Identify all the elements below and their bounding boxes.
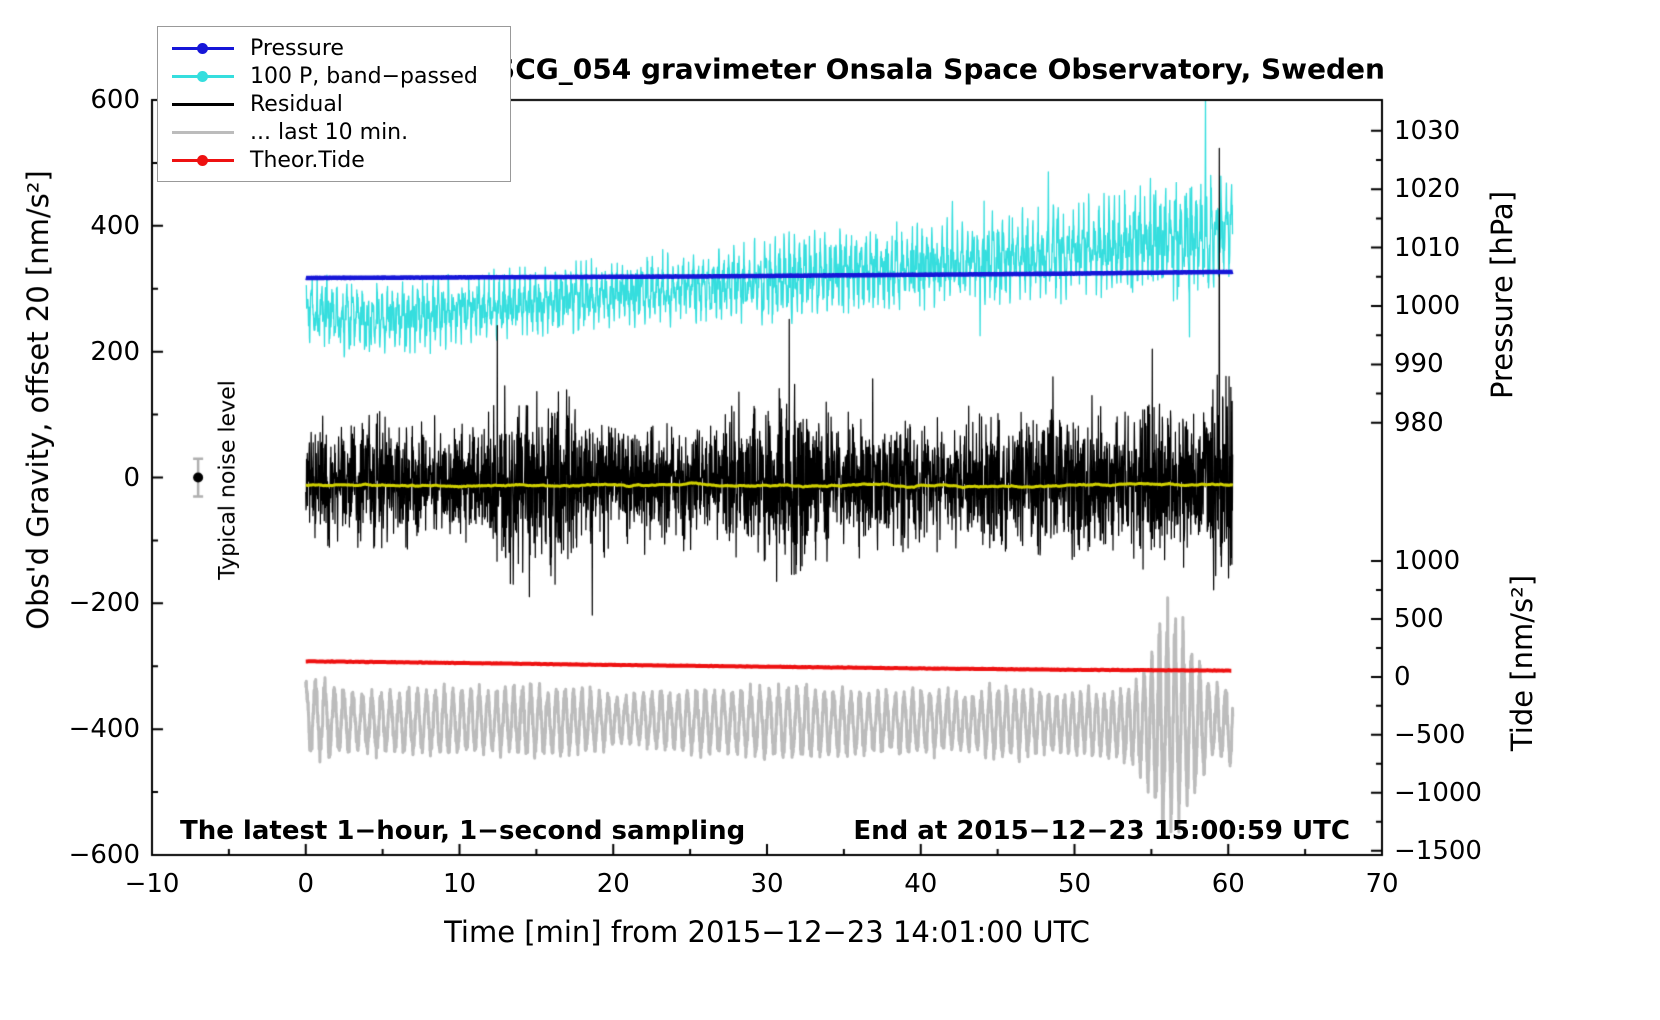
legend-marker-residual [172,97,234,112]
pressure-tick-label: 980 [1394,407,1444,438]
tide-tick-label: 500 [1394,603,1444,634]
tide-tick-label: −500 [1394,719,1466,750]
legend-item-pressure: Pressure [158,34,510,62]
y-left-tick-label: 200 [90,336,140,367]
y-axis-label-tide: Tide [nm/s²] [1505,574,1539,752]
sampling-note: The latest 1−hour, 1−second sampling [180,816,746,846]
tide-tick-label: −1500 [1394,835,1482,866]
end-time-note: End at 2015−12−23 15:00:59 UTC [853,816,1350,846]
x-axis-label: Time [min] from 2015−12−23 14:01:00 UTC [444,915,1090,949]
legend: Pressure 100 P, band−passed Residual... la… [157,26,511,182]
y-left-tick-label: 0 [123,462,140,493]
legend-marker-100-p-band-passed [172,69,234,84]
x-axis-tick-label: 10 [442,869,477,899]
legend-label-last-10-min: ... last 10 min. [250,119,409,145]
x-axis-tick-label: 60 [1211,869,1245,899]
y-left-tick-label: −200 [68,588,140,619]
legend-label-100-p-band-passed: 100 P, band−passed [250,63,478,89]
tide-tick-label: 1000 [1394,545,1461,576]
legend-marker-theor-tide [172,153,234,168]
y-axis-label-pressure: Pressure [hPa] [1485,190,1519,400]
legend-item-100-p-band-passed: 100 P, band−passed [158,62,510,90]
chart-title: SCG_054 gravimeter Onsala Space Observat… [495,52,1385,86]
x-axis-tick-label: 30 [750,869,784,899]
legend-label-pressure: Pressure [250,35,344,61]
pressure-tick-label: 1030 [1394,115,1461,146]
x-axis-tick-label: −10 [124,869,180,899]
y-left-tick-label: 600 [90,85,140,115]
y-left-tick-label: −600 [68,840,140,870]
y-axis-label-gravity: Obs'd Gravity, offset 20 [nm/s²] [21,170,55,630]
x-axis-tick-label: 40 [904,869,938,899]
tide-tick-label: −1000 [1394,777,1482,808]
x-axis-tick-label: 50 [1057,869,1092,899]
pressure-tick-label: 1020 [1394,174,1461,205]
y-left-tick-label: −400 [68,714,140,745]
legend-label-theor-tide: Theor.Tide [250,147,365,173]
legend-item-last-10-min: ... last 10 min. [158,118,510,146]
pressure-tick-label: 1000 [1394,290,1461,321]
legend-item-theor-tide: Theor.Tide [158,146,510,174]
pressure-tick-label: 990 [1394,349,1444,380]
legend-marker-last-10-min [172,125,234,140]
legend-item-residual: Residual [158,90,510,118]
tide-tick-label: 0 [1394,661,1411,692]
x-axis-tick-label: 0 [297,869,315,899]
x-axis-tick-label: 70 [1365,869,1399,899]
x-axis-tick-label: 20 [596,869,630,899]
pressure-tick-label: 1010 [1394,232,1461,263]
y-left-tick-label: 400 [90,210,140,241]
noise-level-label: Typical noise level [215,380,241,580]
legend-label-residual: Residual [250,91,343,117]
legend-marker-pressure [172,41,234,56]
